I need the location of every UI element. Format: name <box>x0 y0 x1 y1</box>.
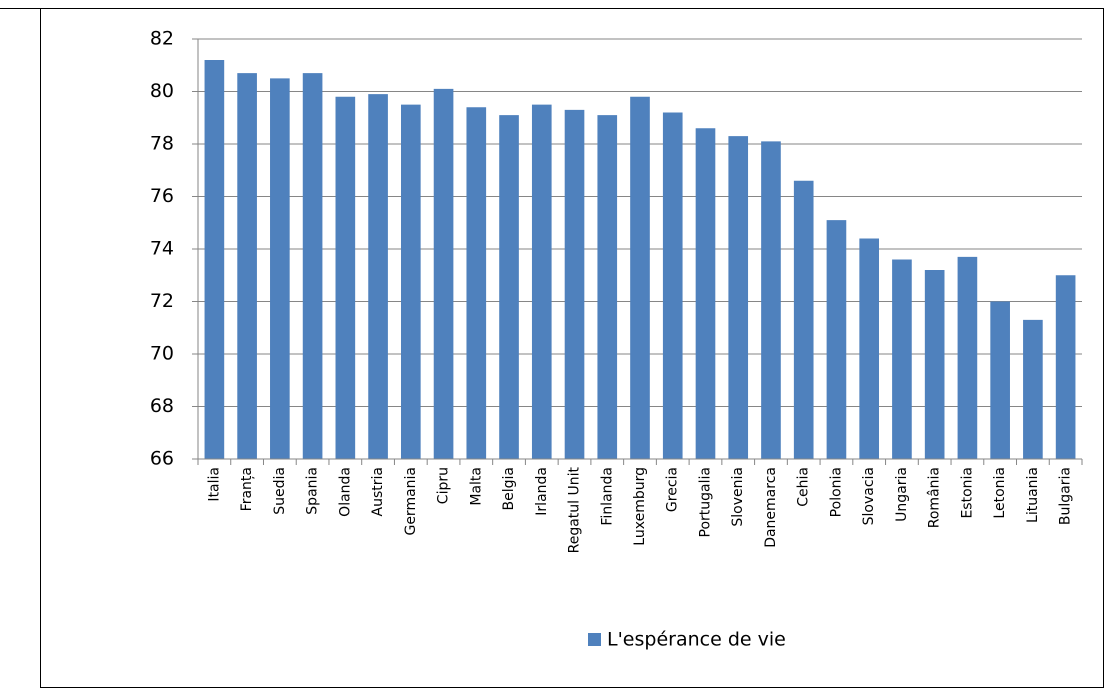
x-tick-label: Polonia <box>828 467 844 517</box>
x-tick-label: Slovacia <box>861 467 877 525</box>
y-tick-label: 80 <box>150 80 174 102</box>
bar <box>793 180 814 459</box>
x-tick-label: Estonia <box>959 467 975 519</box>
x-tick-label: Cipru <box>436 467 452 504</box>
bar <box>761 141 781 459</box>
bar <box>335 96 356 459</box>
y-tick-label: 70 <box>150 343 174 365</box>
y-tick-label: 66 <box>150 448 174 470</box>
x-tick-label: Portugalia <box>697 467 713 537</box>
bar <box>924 270 945 459</box>
bar <box>368 94 388 459</box>
bar <box>662 112 683 459</box>
x-tick-label: Finlanda <box>599 467 615 526</box>
x-tick-label: Belgia <box>501 467 517 510</box>
bar <box>728 136 749 459</box>
x-tick-label: Slovenia <box>730 467 746 527</box>
bar <box>990 301 1010 459</box>
x-tick-label: Malta <box>468 467 484 506</box>
x-tick-label: Italia <box>206 467 222 502</box>
x-tick-label: Grecia <box>665 467 681 512</box>
bar <box>531 104 552 459</box>
x-tick-label: Luxemburg <box>632 467 648 546</box>
x-tick-label: Franța <box>239 467 255 511</box>
legend-label: L'espérance de vie <box>607 629 786 651</box>
x-tick-label: Regatul Unit <box>567 467 583 554</box>
x-tick-label: România <box>927 467 943 528</box>
x-tick-label: Suedia <box>272 467 288 515</box>
bar <box>630 96 650 459</box>
bar <box>564 109 585 459</box>
x-tick-label: Bulgaria <box>1058 467 1074 525</box>
bar <box>957 256 978 459</box>
x-tick-label: Austria <box>370 467 386 516</box>
y-tick-label: 72 <box>150 290 174 312</box>
y-tick-label: 78 <box>150 133 174 155</box>
x-tick-label: Danemarca <box>763 467 779 548</box>
legend-swatch <box>588 633 601 646</box>
bar <box>1055 275 1076 459</box>
bar <box>859 238 880 459</box>
x-tick-label: Letonia <box>992 467 1008 519</box>
bar <box>433 88 454 459</box>
x-tick-label: Olanda <box>337 467 353 517</box>
x-tick-label: Spania <box>305 467 321 515</box>
bar <box>1023 319 1043 459</box>
y-tick-label: 68 <box>150 395 174 417</box>
x-tick-label: Lituania <box>1025 467 1041 523</box>
y-tick-label: 82 <box>150 28 174 50</box>
bar <box>499 115 519 459</box>
x-tick-label: Cehia <box>796 467 812 507</box>
x-tick-label: Ungaria <box>894 467 910 522</box>
bar <box>826 220 847 459</box>
x-tick-label: Irlanda <box>534 467 550 516</box>
bar <box>695 128 716 459</box>
x-tick-label: Germania <box>403 467 419 536</box>
y-tick-label: 74 <box>150 238 174 260</box>
y-tick-label: 76 <box>150 185 174 207</box>
bar <box>270 78 290 459</box>
bar <box>400 104 421 459</box>
bar <box>302 73 323 459</box>
bar <box>892 259 912 459</box>
bar <box>466 107 487 459</box>
bar <box>597 115 618 459</box>
bar <box>204 60 225 459</box>
bar <box>237 73 257 459</box>
